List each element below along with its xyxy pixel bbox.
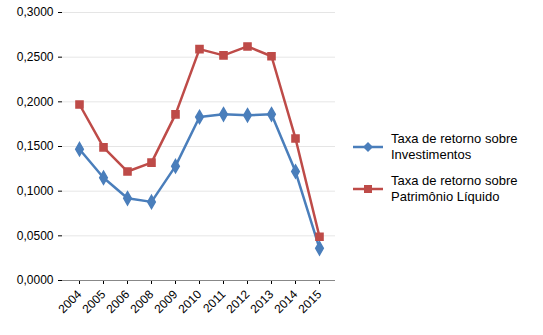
svg-text:0,0000: 0,0000 [17, 273, 54, 287]
svg-text:2013: 2013 [248, 287, 277, 316]
svg-text:0,0500: 0,0500 [17, 229, 54, 243]
svg-text:2010: 2010 [176, 287, 205, 316]
svg-text:2006: 2006 [104, 287, 133, 316]
html-text:Taxa de retorno sobre Patrimôn: Taxa de retorno sobre Patrimônio Líquido [391, 172, 518, 204]
html-text:Taxa de retorno sobre Investim: Taxa de retorno sobre Investimentos [391, 130, 518, 162]
svg-text:0,3000: 0,3000 [17, 5, 54, 19]
svg-text:0,2000: 0,2000 [17, 95, 54, 109]
svg-text:2011: 2011 [200, 287, 228, 315]
svg-text:2012: 2012 [224, 287, 253, 316]
svg-text:2008: 2008 [128, 287, 157, 316]
svg-text:2005: 2005 [80, 287, 109, 316]
svg-text:2009: 2009 [152, 287, 181, 316]
svg-text:2015: 2015 [296, 287, 325, 316]
svg-text:2014: 2014 [272, 287, 301, 316]
svg-text:0,1000: 0,1000 [17, 184, 54, 198]
svg-text:2004: 2004 [56, 287, 85, 316]
svg-text:0,1500: 0,1500 [17, 139, 54, 153]
svg-text:0,2500: 0,2500 [17, 50, 54, 64]
